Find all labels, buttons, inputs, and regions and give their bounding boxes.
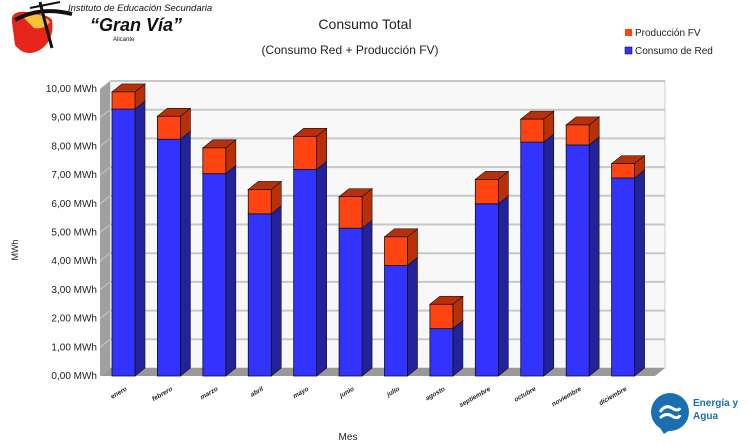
chart-title: Consumo Total (318, 16, 411, 32)
bar-produccion-fv (611, 163, 635, 179)
bar-consumo-red (384, 265, 408, 377)
school-logo-icon (11, 1, 73, 54)
x-tick-label: agosto (424, 386, 446, 403)
bar-consumo-red (293, 168, 318, 377)
bar-produccion-fv (565, 124, 590, 146)
bar-consumo-red-side (407, 256, 418, 377)
bar-consumo-red (474, 203, 499, 377)
legend-swatch-red (624, 46, 633, 55)
x-tick-label: octubre (513, 385, 537, 403)
legend-label-red: Consumo de Red (635, 46, 713, 57)
gridline-wall (99, 166, 111, 176)
logo-line2: “Gran Vía” (90, 15, 183, 35)
water-energy-logo-icon (651, 393, 689, 434)
badge-text-line1: Energía y (693, 398, 739, 409)
x-tick-label: diciembre (598, 385, 628, 407)
bar-consumo-red (247, 213, 272, 377)
gridline-wall (99, 310, 111, 319)
gridline-wall (99, 138, 111, 147)
y-tick-label: 8,00 MWh (51, 141, 97, 152)
bar-produccion-fv (338, 196, 363, 229)
legend: Producción FV Consumo de Red (624, 28, 713, 57)
bar-produccion-fv (429, 303, 454, 330)
gridline-wall (99, 252, 111, 262)
y-tick-label: 6,00 MWh (51, 199, 97, 210)
bar-consumo-red (338, 227, 363, 377)
bar-consumo-red-side (270, 205, 282, 377)
y-tick-label: 7,00 MWh (51, 170, 97, 181)
y-tick-label: 3,00 MWh (51, 285, 97, 296)
x-tick-label: marzo (199, 386, 219, 402)
x-tick-label: julio (385, 386, 401, 399)
bar-produccion-fv (474, 179, 499, 205)
bar-consumo-red-side (225, 165, 237, 377)
bar-consumo-red (429, 328, 454, 377)
chart-subtitle: (Consumo Red + Producción FV) (261, 43, 438, 57)
x-tick-label: abril (249, 386, 265, 399)
bar-consumo-red-side (543, 133, 555, 377)
bar-produccion-fv (293, 135, 318, 170)
bar-consumo-red-side (452, 320, 464, 377)
bar-produccion-fv (157, 115, 181, 140)
y-tick-label: 0,00 MWh (51, 371, 97, 382)
bar-consumo-red (157, 138, 181, 377)
gridline-wall (99, 338, 111, 348)
bar-consumo-red (202, 173, 227, 377)
bar-consumo-red-side (361, 219, 373, 377)
bar-consumo-red-side (180, 130, 191, 377)
gridline-wall (99, 80, 111, 90)
y-tick-label: 9,00 MWh (51, 113, 97, 124)
y-tick-label: 1,00 MWh (51, 342, 97, 353)
bar-consumo-red (520, 141, 545, 377)
bar-produccion-fv (384, 236, 408, 266)
bar-consumo-red-side (588, 136, 600, 377)
logo-line1: Instituto de Educación Secundaria (68, 3, 213, 14)
gridline-wall (99, 109, 111, 119)
badge-text-line2: Agua (693, 411, 718, 422)
bar-consumo-red (565, 144, 590, 377)
legend-swatch-pv (625, 29, 632, 36)
bar-consumo-red-side (134, 100, 146, 377)
bar-consumo-red-side (634, 169, 645, 377)
gridline-wall (99, 195, 111, 205)
logo-line3: Alicante (113, 37, 135, 43)
bar-consumo-red (111, 108, 136, 377)
y-axis-label: MWh (10, 240, 20, 261)
legend-label-pv: Producción FV (635, 28, 701, 39)
gridline-wall (99, 281, 111, 291)
x-tick-label: noviembre (551, 385, 583, 408)
bar-consumo-red-side (316, 160, 327, 377)
bar-produccion-fv (111, 91, 136, 110)
bar-produccion-fv (202, 147, 227, 175)
badge-text: Energía y Agua (693, 397, 738, 423)
x-tick-label: febrero (151, 386, 174, 403)
y-tick-label: 5,00 MWh (51, 228, 97, 239)
gridline-wall (99, 224, 111, 233)
x-tick-label: enero (110, 386, 129, 401)
bar-consumo-red-side (498, 195, 509, 377)
bar-produccion-fv (520, 118, 545, 143)
y-tick-label: 10,00 MWh (46, 84, 97, 95)
bar-consumo-red (611, 177, 635, 377)
x-tick-label: mayo (292, 386, 310, 401)
x-tick-label: septiembre (458, 385, 492, 409)
x-tick-label: junio (338, 386, 356, 400)
y-tick-label: 4,00 MWh (51, 256, 97, 267)
bar-produccion-fv (247, 189, 272, 215)
x-axis-label: Mes (339, 432, 358, 443)
y-tick-label: 2,00 MWh (51, 314, 97, 325)
